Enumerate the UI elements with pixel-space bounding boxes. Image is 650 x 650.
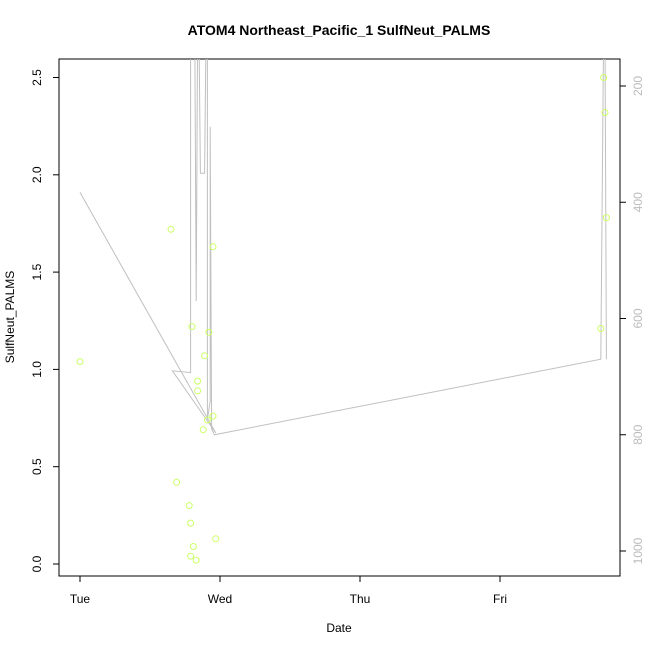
x-axis: Tue Wed Thu Fri <box>70 576 507 606</box>
data-point <box>76 358 84 366</box>
y-tick-label: 0.5 <box>30 458 44 475</box>
y-tick-label: 1.0 <box>30 361 44 378</box>
y2-tick-label: 1000 <box>631 537 645 564</box>
x-tick-label: Thu <box>350 592 371 606</box>
data-point <box>201 352 209 360</box>
x-tick-label: Wed <box>208 592 232 606</box>
data-point <box>205 328 213 336</box>
data-points <box>76 74 610 564</box>
x-axis-label: Date <box>326 621 352 635</box>
data-point <box>188 323 196 331</box>
data-point <box>185 502 193 510</box>
data-point <box>194 387 202 395</box>
data-point <box>189 543 197 550</box>
data-point <box>194 377 202 385</box>
x-tick-label: Fri <box>493 592 507 606</box>
data-point <box>597 325 605 332</box>
chart-title: ATOM4 Northeast_Pacific_1 SulfNeut_PALMS <box>188 22 491 38</box>
data-point <box>209 243 217 251</box>
data-point <box>212 535 220 543</box>
y2-axis: 200 400 600 800 1000 <box>620 76 645 564</box>
data-point <box>209 412 217 420</box>
y-tick-label: 2.5 <box>30 69 44 86</box>
data-point <box>173 478 181 486</box>
y2-tick-label: 200 <box>631 76 645 96</box>
y2-tick-label: 800 <box>631 424 645 444</box>
data-point <box>602 214 610 222</box>
y2-tick-label: 600 <box>631 308 645 328</box>
plot-frame <box>58 58 621 577</box>
data-point <box>187 552 195 560</box>
y-tick-label: 0.0 <box>30 555 44 572</box>
y-axis: 0.0 0.5 1.0 1.5 2.0 2.5 <box>30 69 59 572</box>
data-point <box>192 556 200 564</box>
data-point <box>600 74 608 81</box>
altitude-track-line <box>79 59 607 436</box>
data-point <box>203 416 211 424</box>
altitude-line <box>79 59 607 436</box>
data-point <box>601 109 609 116</box>
y-tick-label: 2.0 <box>30 166 44 183</box>
data-point <box>187 519 195 527</box>
y2-tick-label: 400 <box>631 192 645 212</box>
y-tick-label: 1.5 <box>30 263 44 280</box>
data-point <box>167 225 175 233</box>
y-axis-label: SulfNeut_PALMS <box>3 271 17 364</box>
x-tick-label: Tue <box>70 592 91 606</box>
data-point <box>199 426 207 434</box>
